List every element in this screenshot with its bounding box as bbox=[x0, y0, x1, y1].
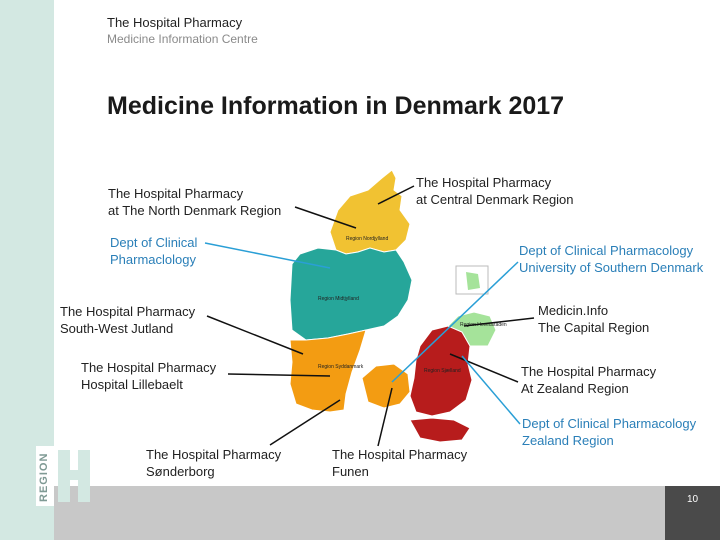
map-label-capital: Region Hovedstaden bbox=[460, 322, 507, 328]
map-region-bornholm bbox=[466, 272, 480, 290]
label-zealand-clin-line1: Dept of Clinical Pharmacology bbox=[522, 416, 697, 431]
map-label-central: Region Midtjylland bbox=[318, 296, 359, 302]
leader-clinical-aarhus bbox=[204, 242, 331, 269]
label-lillebaelt: The Hospital Pharmacy Hospital Lillebael… bbox=[81, 359, 216, 393]
map-region-funen bbox=[361, 363, 411, 409]
map-label-south: Region Syddanmark bbox=[318, 364, 364, 370]
label-southern-univ-line1: Dept of Clinical Pharmacology bbox=[519, 243, 694, 258]
label-capital-line1: Medicin.Info bbox=[538, 303, 609, 318]
label-funen: The Hospital Pharmacy Funen bbox=[332, 446, 467, 480]
label-zealand-clinical: Dept of Clinical Pharmacology Zealand Re… bbox=[522, 415, 696, 449]
label-southern-univ-line2: University of Southern Denmark bbox=[519, 260, 704, 275]
footer-page-box bbox=[665, 486, 720, 540]
label-lillebaelt-line1: The Hospital Pharmacy bbox=[81, 360, 217, 375]
map-region-south-jutland bbox=[289, 329, 367, 413]
map-label-north: Region Nordjylland bbox=[346, 236, 388, 242]
map-region-central-jutland bbox=[289, 247, 413, 341]
label-north-line1: The Hospital Pharmacy bbox=[108, 186, 244, 201]
leader-north bbox=[294, 206, 357, 229]
label-central-line1: The Hospital Pharmacy bbox=[416, 175, 552, 190]
label-southwest-jutland: The Hospital Pharmacy South-West Jutland bbox=[60, 303, 195, 337]
label-clinical-line2: Pharmaclology bbox=[110, 252, 196, 267]
label-southwest-line1: The Hospital Pharmacy bbox=[60, 304, 196, 319]
map-label-zealand: Region Sjælland bbox=[424, 368, 461, 374]
label-capital-region: Medicin.Info The Capital Region bbox=[538, 302, 649, 336]
label-sonderborg-line1: The Hospital Pharmacy bbox=[146, 447, 282, 462]
leader-sonderborg bbox=[269, 399, 341, 446]
label-sonderborg: The Hospital Pharmacy Sønderborg bbox=[146, 446, 281, 480]
label-central-denmark: The Hospital Pharmacy at Central Denmark… bbox=[416, 174, 574, 208]
map-region-lolland bbox=[409, 417, 471, 443]
label-lillebaelt-line2: Hospital Lillebaelt bbox=[81, 377, 183, 392]
label-clinical-pharmacology: Dept of Clinical Pharmaclology bbox=[110, 234, 197, 268]
leader-zealand bbox=[449, 353, 519, 383]
label-southern-university: Dept of Clinical Pharmacology University… bbox=[519, 242, 703, 276]
page-title: Medicine Information in Denmark 2017 bbox=[107, 92, 565, 120]
leader-zealand-clin bbox=[461, 355, 521, 425]
page-number: 10 bbox=[686, 494, 699, 505]
leader-central bbox=[377, 185, 415, 205]
label-central-line2: at Central Denmark Region bbox=[416, 192, 574, 207]
header-dept: Medicine Information Centre bbox=[107, 32, 258, 46]
leader-funen bbox=[377, 387, 393, 447]
leader-lillebaelt bbox=[227, 373, 331, 377]
label-capital-line2: The Capital Region bbox=[538, 320, 650, 335]
label-clinical-line1: Dept of Clinical bbox=[110, 235, 198, 250]
leader-southwest bbox=[206, 315, 304, 355]
label-zealand-line2: At Zealand Region bbox=[521, 381, 629, 396]
leader-southern-univ bbox=[391, 261, 519, 383]
logo-text: REGION bbox=[38, 452, 50, 502]
leader-capital bbox=[463, 317, 535, 327]
label-zealand-clin-line2: Zealand Region bbox=[522, 433, 614, 448]
label-zealand-region: The Hospital Pharmacy At Zealand Region bbox=[521, 363, 656, 397]
footer-bar bbox=[54, 486, 665, 540]
label-sonderborg-line2: Sønderborg bbox=[146, 464, 215, 479]
label-funen-line2: Funen bbox=[332, 464, 369, 479]
label-southwest-line2: South-West Jutland bbox=[60, 321, 174, 336]
label-north-line2: at The North Denmark Region bbox=[108, 203, 282, 218]
label-funen-line1: The Hospital Pharmacy bbox=[332, 447, 468, 462]
header-org: The Hospital Pharmacy bbox=[107, 15, 243, 30]
region-h-logo bbox=[36, 446, 90, 506]
label-zealand-line1: The Hospital Pharmacy bbox=[521, 364, 657, 379]
label-north-denmark: The Hospital Pharmacy at The North Denma… bbox=[108, 185, 281, 219]
